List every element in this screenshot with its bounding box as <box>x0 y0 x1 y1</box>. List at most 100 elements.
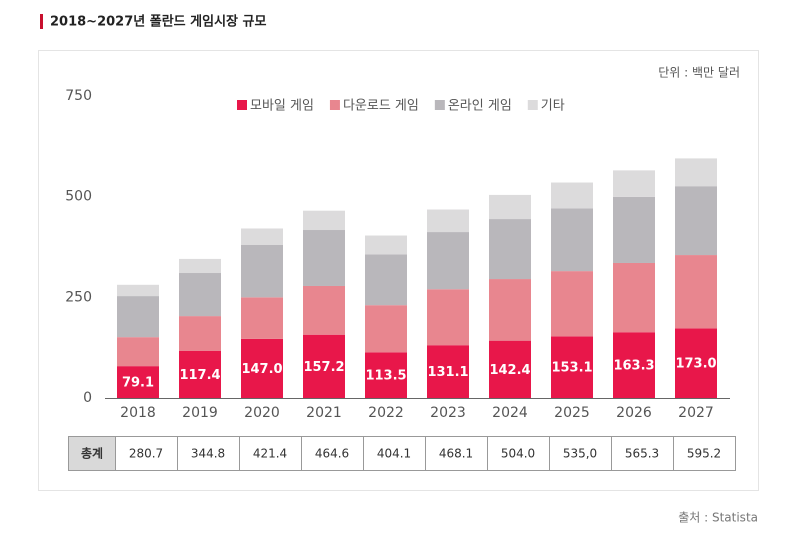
table-cell <box>301 436 364 471</box>
bar-segment <box>489 279 531 341</box>
bar-segment <box>427 232 469 290</box>
table-total: 280.7 <box>129 447 163 461</box>
bar-segment <box>179 273 221 317</box>
value-label: 173.0 <box>675 357 716 372</box>
bar-segment <box>427 289 469 346</box>
x-tick-label: 2027 <box>678 405 714 421</box>
legend-label: 기타 <box>541 99 565 114</box>
bar-segment <box>613 332 655 398</box>
table-total: 595.2 <box>687 447 721 461</box>
value-label: 157.2 <box>303 360 344 375</box>
bar-segment <box>303 230 345 286</box>
bar-segment <box>427 209 469 233</box>
bar-segment <box>613 262 655 333</box>
bar-segment <box>551 182 593 209</box>
table-cell <box>425 436 488 471</box>
bar-segment <box>489 194 531 220</box>
bar-segment <box>551 336 593 398</box>
bar-segment <box>241 244 283 298</box>
bar-segment <box>241 228 283 245</box>
table-cell <box>549 436 612 471</box>
y-tick-label: 750 <box>65 88 92 104</box>
legend-swatch <box>434 100 445 110</box>
legend-label: 모바일 게임 <box>250 99 314 114</box>
chart-title: 2018~2027년 폴란드 게임시장 규모 <box>50 14 266 30</box>
bar-segment <box>365 305 407 353</box>
x-tick-label: 2023 <box>430 405 466 421</box>
table-cell <box>611 436 674 471</box>
value-label: 79.1 <box>122 376 154 391</box>
bar-segment <box>117 296 159 338</box>
table-total: 344.8 <box>191 447 225 461</box>
value-label: 113.5 <box>365 369 406 384</box>
x-tick-label: 2026 <box>616 405 652 421</box>
bar-segment <box>303 334 345 398</box>
bar-segment <box>179 316 221 351</box>
legend-swatch <box>329 100 340 110</box>
bar-segment <box>303 210 345 231</box>
bar-segment <box>117 337 159 367</box>
bar-segment <box>427 345 469 398</box>
unit-note: 단위 : 백만 달러 <box>658 66 740 80</box>
x-tick-label: 2018 <box>120 405 156 421</box>
x-tick-label: 2024 <box>492 405 528 421</box>
bar-segment <box>613 170 655 197</box>
table-total: 565.3 <box>625 447 659 461</box>
bar-segment <box>675 186 717 256</box>
bar-segment <box>675 328 717 398</box>
table-total: 535,0 <box>563 447 597 461</box>
bar-segment <box>241 338 283 398</box>
bar-segment <box>117 284 159 297</box>
x-tick-label: 2022 <box>368 405 404 421</box>
source-note: 출처 : Statista <box>678 511 758 525</box>
y-tick-label: 250 <box>65 289 92 305</box>
value-label: 153.1 <box>551 361 592 376</box>
y-tick-label: 0 <box>83 390 92 406</box>
bar-segment <box>365 254 407 306</box>
table-total: 464.6 <box>315 447 349 461</box>
x-tick-label: 2025 <box>554 405 590 421</box>
y-tick-label: 500 <box>65 189 92 205</box>
bar-segment <box>489 340 531 398</box>
bar-segment <box>551 271 593 337</box>
x-tick-label: 2019 <box>182 405 218 421</box>
table-total: 468.1 <box>439 447 473 461</box>
table-cell <box>177 436 240 471</box>
bar-segment <box>117 366 159 398</box>
table-total: 421.4 <box>253 447 287 461</box>
value-label: 147.0 <box>241 362 282 377</box>
value-label: 142.4 <box>489 363 530 378</box>
x-tick-label: 2020 <box>244 405 280 421</box>
bar-segment <box>241 297 283 339</box>
value-label: 163.3 <box>613 359 654 374</box>
legend-label: 온라인 게임 <box>448 99 512 114</box>
bar-segment <box>179 350 221 398</box>
legend-swatch <box>237 100 247 110</box>
title-marker <box>40 14 43 29</box>
value-label: 131.1 <box>427 365 468 380</box>
chart-frame <box>38 50 759 491</box>
table-cell <box>673 436 736 471</box>
bar-segment <box>613 196 655 263</box>
bar-segment <box>365 235 407 255</box>
table-cell <box>239 436 302 471</box>
table-cell <box>115 436 178 471</box>
bar-segment <box>303 285 345 335</box>
bar-segment <box>365 352 407 398</box>
value-label: 117.4 <box>179 368 220 383</box>
table-cell <box>487 436 550 471</box>
table-total: 504.0 <box>501 447 535 461</box>
legend-swatch <box>527 100 538 110</box>
bar-segment <box>675 158 717 187</box>
table-header-cell <box>68 436 116 471</box>
bar-segment <box>489 219 531 280</box>
x-tick-label: 2021 <box>306 405 342 421</box>
bar-segment <box>551 208 593 272</box>
table-header: 총계 <box>81 446 103 461</box>
bar-segment <box>675 255 717 329</box>
bar-segment <box>179 258 221 274</box>
legend-label: 다운로드 게임 <box>343 99 419 114</box>
table-total: 404.1 <box>377 447 411 461</box>
